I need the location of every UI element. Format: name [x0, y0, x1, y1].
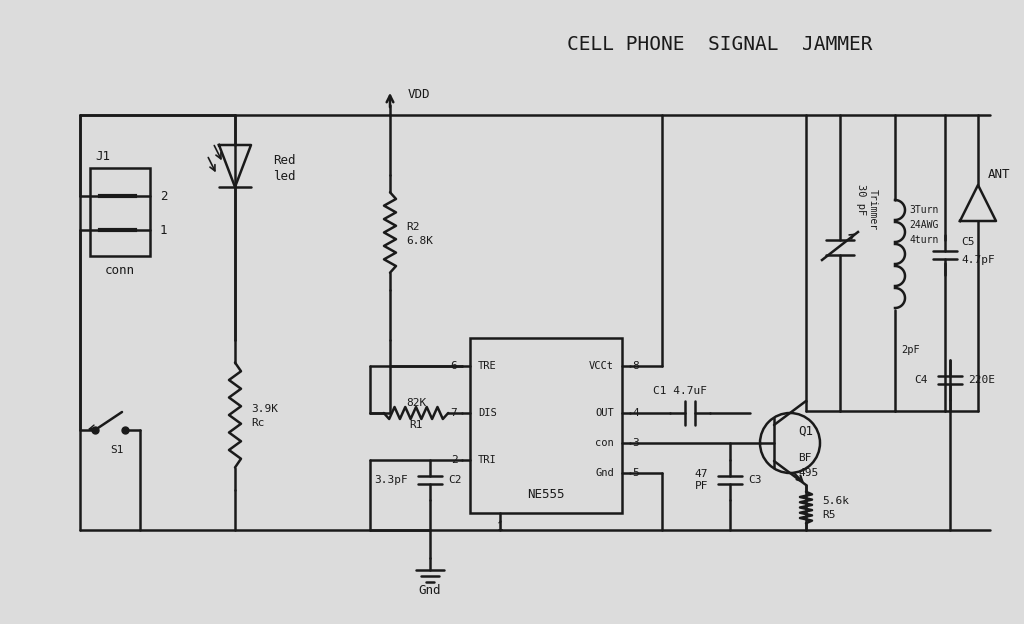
Text: C2: C2	[449, 475, 462, 485]
Text: 2: 2	[451, 455, 458, 465]
Text: 2pF: 2pF	[901, 345, 920, 355]
Text: conn: conn	[105, 263, 135, 276]
Text: NE555: NE555	[527, 489, 565, 502]
Text: 1: 1	[497, 522, 504, 532]
Text: 6.8K: 6.8K	[406, 235, 433, 245]
Text: 4turn: 4turn	[909, 235, 938, 245]
Text: 8: 8	[633, 361, 639, 371]
Text: 3Turn: 3Turn	[909, 205, 938, 215]
Text: 3.9K: 3.9K	[251, 404, 278, 414]
Text: C3: C3	[748, 475, 762, 485]
Text: Gnd: Gnd	[419, 583, 441, 597]
Text: J1: J1	[95, 150, 110, 162]
Text: Q1: Q1	[798, 424, 813, 437]
Bar	[90, 168, 150, 256]
Text: VDD: VDD	[408, 89, 430, 102]
Text: 24AWG: 24AWG	[909, 220, 938, 230]
Text: C1 4.7uF: C1 4.7uF	[653, 386, 707, 396]
Text: ANT: ANT	[988, 168, 1011, 182]
Text: OUT: OUT	[595, 408, 614, 418]
Text: 2: 2	[160, 190, 168, 203]
Text: C5: C5	[961, 237, 975, 247]
Text: 7: 7	[451, 408, 458, 418]
Text: DIS: DIS	[478, 408, 497, 418]
Text: CELL PHONE  SIGNAL  JAMMER: CELL PHONE SIGNAL JAMMER	[567, 36, 872, 54]
Text: Gnd: Gnd	[595, 468, 614, 478]
Text: 82K: 82K	[406, 398, 426, 408]
Text: TRI: TRI	[478, 455, 497, 465]
Text: 3.3pF: 3.3pF	[374, 475, 408, 485]
Text: 6: 6	[451, 361, 458, 371]
Text: BF: BF	[798, 453, 811, 463]
Text: led: led	[273, 170, 296, 183]
Text: TRE: TRE	[478, 361, 497, 371]
Text: 3: 3	[633, 438, 639, 448]
Text: Rc: Rc	[251, 418, 264, 428]
Text: C4: C4	[914, 375, 928, 385]
Text: R5: R5	[822, 510, 836, 520]
Text: 5.6k: 5.6k	[822, 497, 849, 507]
Text: 4.7pF: 4.7pF	[961, 255, 994, 265]
Text: 47
PF: 47 PF	[694, 469, 708, 491]
Text: 5: 5	[633, 468, 639, 478]
Text: Trimmer: Trimmer	[868, 190, 878, 230]
Text: S1: S1	[110, 445, 124, 455]
Text: VCCt: VCCt	[589, 361, 614, 371]
Text: con: con	[595, 438, 614, 448]
Text: 30 pF: 30 pF	[856, 184, 866, 216]
Text: 4: 4	[633, 408, 639, 418]
Bar	[470, 338, 622, 513]
Text: R2: R2	[406, 222, 420, 232]
Text: 220E: 220E	[968, 375, 995, 385]
Text: R1: R1	[410, 420, 423, 430]
Text: 1: 1	[160, 223, 168, 236]
Text: Red: Red	[273, 154, 296, 167]
Text: 495: 495	[798, 468, 818, 478]
